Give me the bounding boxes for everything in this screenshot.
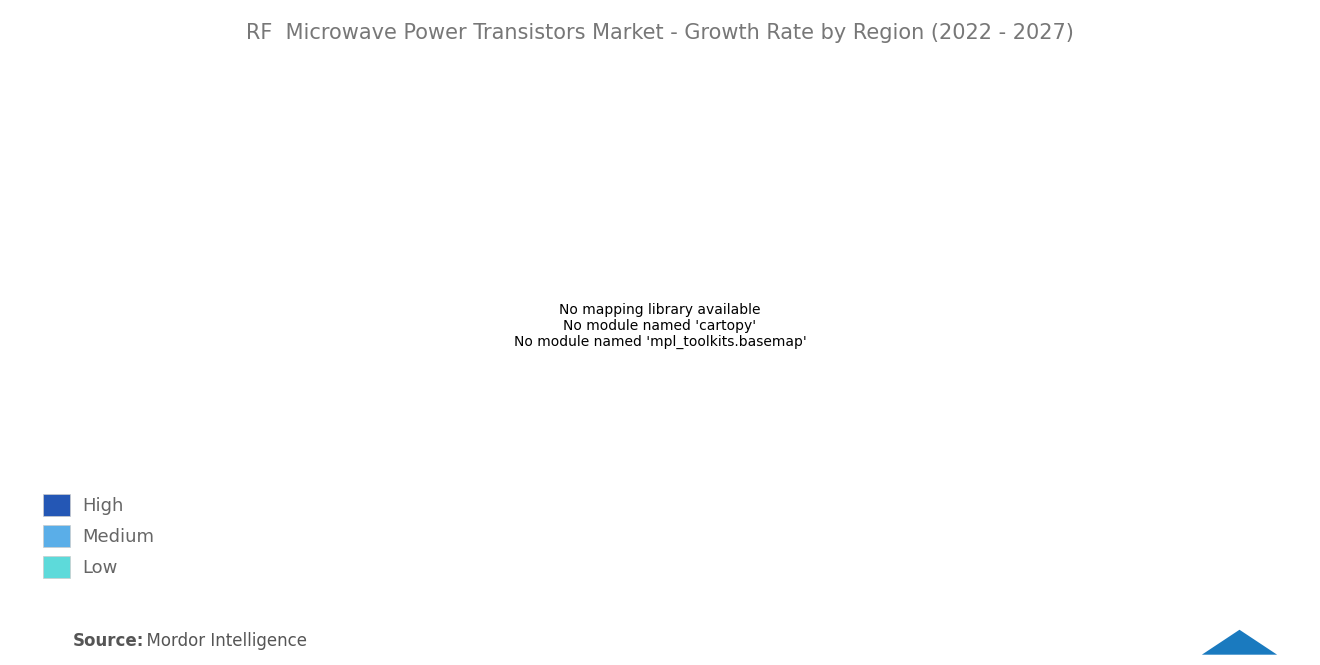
Text: No mapping library available
No module named 'cartopy'
No module named 'mpl_tool: No mapping library available No module n…	[513, 303, 807, 349]
Polygon shape	[1201, 630, 1276, 654]
Text: Mordor Intelligence: Mordor Intelligence	[136, 632, 308, 650]
Legend: High, Medium, Low: High, Medium, Low	[36, 487, 161, 586]
Polygon shape	[1177, 620, 1251, 654]
Text: RF  Microwave Power Transistors Market - Growth Rate by Region (2022 - 2027): RF Microwave Power Transistors Market - …	[246, 23, 1074, 43]
Text: Source:: Source:	[73, 632, 144, 650]
